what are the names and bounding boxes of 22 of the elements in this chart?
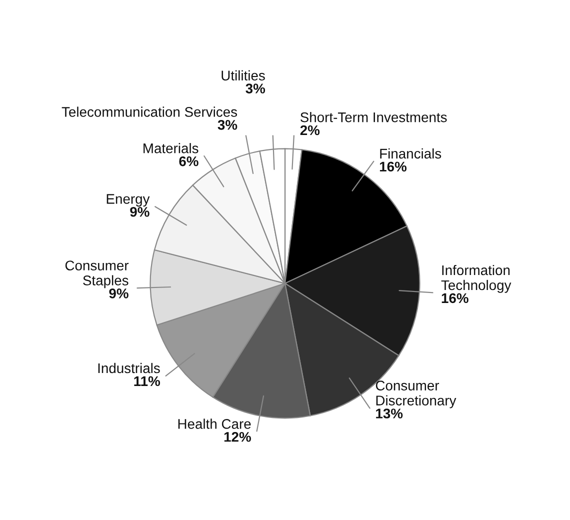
- slice-label: Consumer Discretionary: [376, 380, 456, 408]
- data-label: 2%: [300, 125, 320, 136]
- slice-label: Industrials: [98, 362, 160, 374]
- data-label: 6%: [179, 156, 198, 166]
- slice-label: Consumer Staples: [65, 260, 129, 288]
- slice-label: Health Care: [178, 418, 251, 429]
- data-label: 3%: [218, 120, 238, 130]
- data-label: 16%: [380, 162, 407, 172]
- data-label: 3%: [246, 84, 266, 94]
- data-label: 13%: [376, 408, 403, 418]
- slice-label: Information Technology: [441, 264, 512, 293]
- slice-label: Utilities: [222, 70, 265, 80]
- slice-label: Financials: [380, 148, 442, 159]
- data-label: 9%: [109, 288, 128, 298]
- data-label: 9%: [130, 206, 150, 217]
- data-label: 16%: [442, 293, 468, 304]
- slice-label: Materials: [144, 143, 198, 154]
- slice-label: Short-Term Investments: [300, 112, 447, 122]
- data-label: 11%: [134, 376, 160, 386]
- slice-label: Energy: [106, 194, 150, 207]
- slice-label: Telecommunication Services: [62, 106, 238, 117]
- data-label: 12%: [224, 432, 251, 442]
